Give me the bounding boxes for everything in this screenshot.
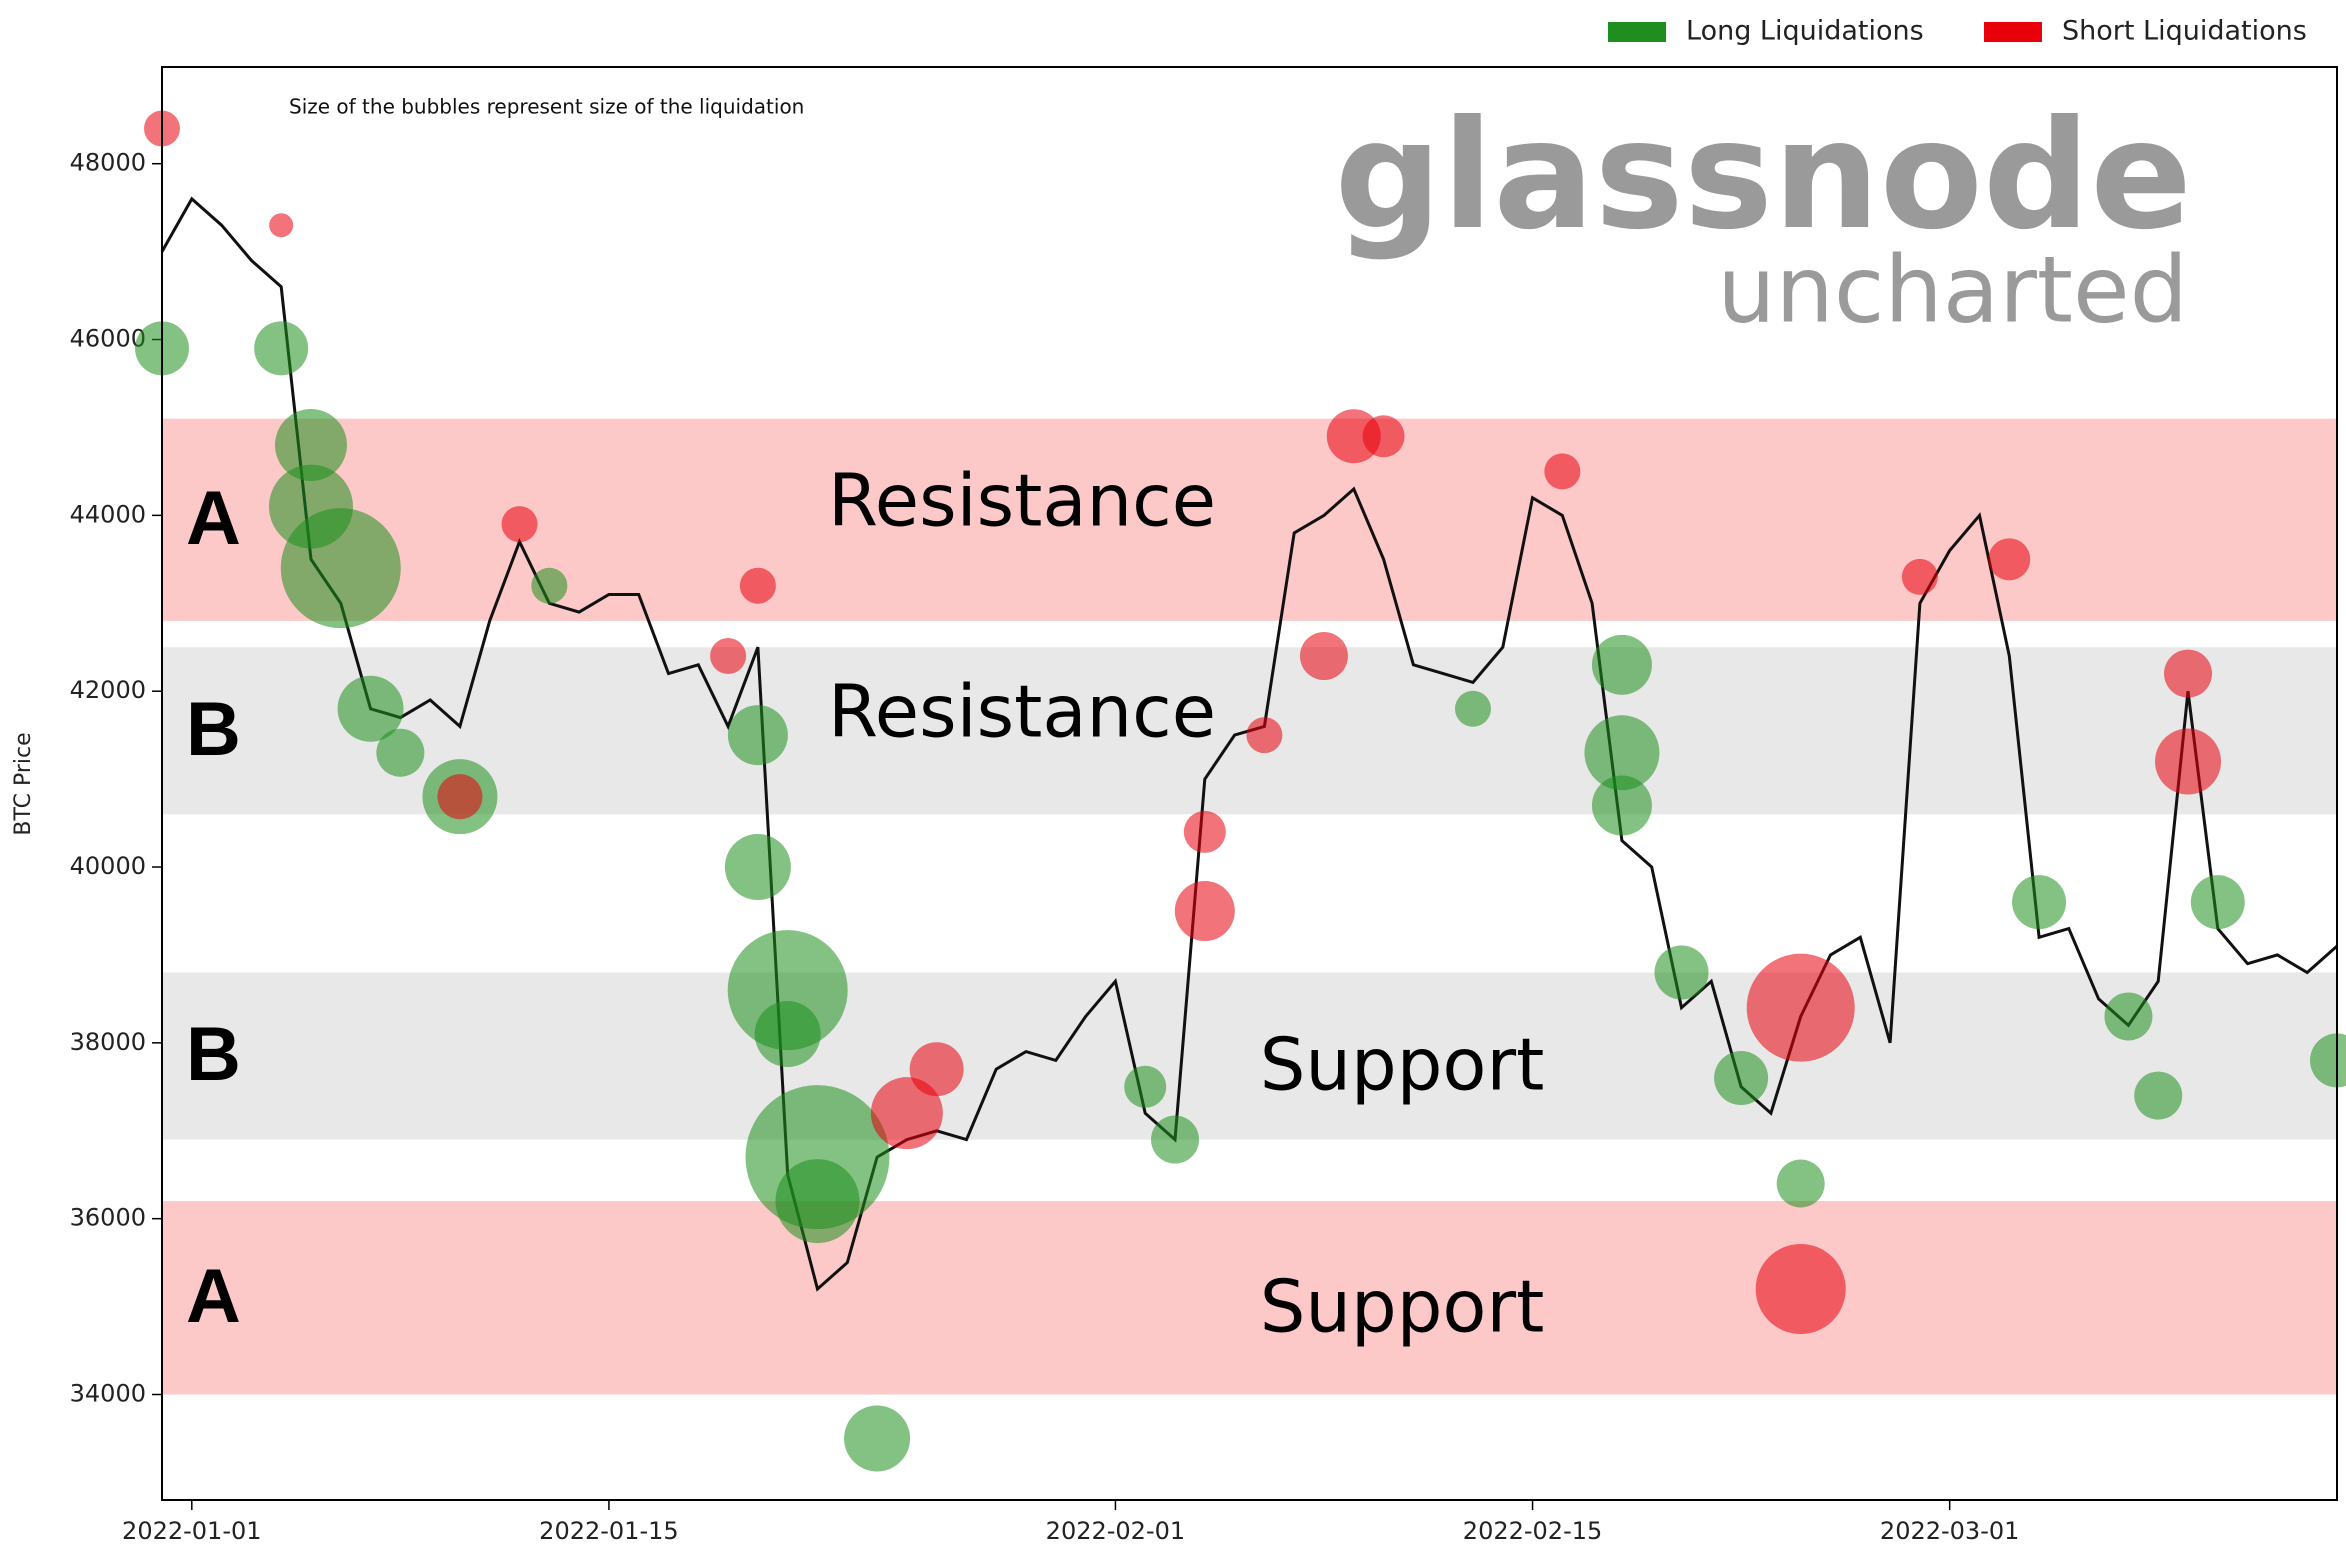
bubble [724,834,791,901]
watermark-brand: glassnode [1334,89,2192,263]
y-tick-label: 34000 [70,1380,146,1408]
bubble [1151,1115,1200,1164]
bubble [739,567,776,604]
band-label: A [186,476,241,561]
bubble [337,675,404,742]
band-text: Resistance [828,669,1216,753]
x-tick-label: 2022-01-01 [122,1517,261,1545]
band [162,972,2337,1140]
x-tick-label: 2022-01-15 [539,1517,678,1545]
bubble [1654,945,1709,1000]
bubble [1584,715,1660,791]
legend-label: Long Liquidations [1686,16,1924,47]
bubble [1988,538,2031,581]
bubble [1714,1051,1769,1106]
band-text: Support [1260,1023,1545,1107]
y-tick-label: 42000 [70,676,146,704]
bubble [1454,690,1491,727]
y-tick-label: 46000 [70,325,146,353]
bubble [376,728,425,777]
bubble [754,1001,821,1068]
bubble [269,213,294,238]
bubble [1776,1159,1825,1208]
bubble [274,409,347,482]
bubble [2134,1071,2183,1120]
legend-swatch [1984,22,2042,42]
bubble [870,1077,943,1150]
bubble [280,508,401,629]
bubble [1299,632,1348,681]
x-tick-label: 2022-02-15 [1463,1517,1602,1545]
y-tick-label: 44000 [70,500,146,528]
bubble [1362,415,1405,458]
annotation: Size of the bubbles represent size of th… [289,95,804,119]
y-tick-label: 38000 [70,1028,146,1056]
legend-swatch [1608,22,1666,42]
bubble [727,705,788,766]
plot-frame [161,66,2338,1501]
watermark-tagline: uncharted [1717,236,2188,343]
bubble [2104,992,2153,1041]
bubble [1591,775,1652,836]
bubble [1544,453,1581,490]
bubble [2164,649,2213,698]
band-text: Support [1260,1264,1545,1348]
band-text: Resistance [828,458,1216,542]
x-tick-label: 2022-03-01 [1880,1517,2019,1545]
bubble [1326,409,1381,464]
bubble [254,321,309,376]
bubble [775,1159,860,1244]
y-tick-label: 40000 [70,852,146,880]
x-tick-label: 2022-02-01 [1046,1517,1185,1545]
legend-label: Short Liquidations [2062,16,2307,47]
bubble [2012,875,2067,930]
y-tick-label: 48000 [70,149,146,177]
bubble [1183,810,1226,853]
bubble [909,1042,964,1097]
band-label: B [186,1012,241,1097]
bubble [1124,1065,1167,1108]
bubble [727,930,848,1051]
bubble [2155,728,2222,795]
bubble [531,567,568,604]
band [162,418,2337,621]
bubble [1174,880,1235,941]
bubble [1901,558,1938,595]
bubble [437,774,483,820]
bubble [1591,634,1652,695]
band [162,1201,2337,1395]
y-tick-label: 36000 [70,1204,146,1232]
bubble [501,506,538,543]
band-label: A [186,1254,241,1339]
bubble [1746,953,1855,1062]
bubble [710,638,747,675]
bubble [1755,1244,1846,1335]
bubble [844,1405,911,1472]
bubble [1246,717,1283,754]
y-axis-label: BTC Price [11,732,36,835]
bubble [2190,875,2245,930]
band-label: B [186,687,241,772]
